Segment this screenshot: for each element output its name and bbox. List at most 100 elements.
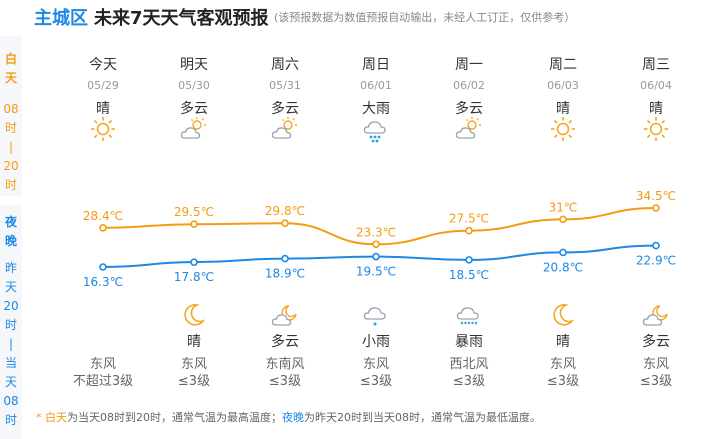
side-day-char: 天 — [4, 71, 17, 85]
side-night-char: 当 — [4, 356, 17, 370]
wind-level: 不超过3级 — [72, 374, 134, 389]
high-temp-label: 23.3℃ — [356, 225, 396, 239]
low-temp-label: 19.5℃ — [356, 265, 396, 279]
day-condition: 多云 — [455, 101, 483, 117]
day-date: 06/03 — [547, 79, 579, 92]
side-night-char: 晚 — [4, 234, 17, 248]
low-temp-label: 22.9℃ — [636, 254, 676, 268]
wind-direction: 东风 — [180, 357, 207, 372]
wind-direction: 东风 — [362, 357, 389, 372]
header: 主城区 未来7天天气客观预报 (该预报数据为数值预报自动输出，未经人工订正，仅供… — [0, 0, 720, 34]
wind-level: ≤3级 — [546, 374, 580, 389]
wind-info: 东风 ≤3级 — [329, 356, 423, 390]
partly-cloudy-icon — [422, 116, 516, 144]
high-temp-label: 28.4℃ — [83, 209, 123, 223]
high-temp-point — [99, 223, 107, 232]
wind-level: ≤3级 — [452, 374, 486, 389]
side-day-char: 时 — [4, 178, 17, 192]
light-rain-icon — [329, 302, 423, 330]
night-condition: 暴雨 — [455, 334, 483, 350]
wind-direction: 东风 — [642, 357, 669, 372]
day-name: 周一 — [455, 57, 483, 73]
location-title: 主城区 — [34, 8, 88, 29]
night-condition: 多云 — [642, 334, 670, 350]
footer-day-text: 为当天08时到20时，通常气温为最高温度； — [67, 411, 282, 424]
wind-info: 西北风 ≤3级 — [422, 356, 516, 390]
wind-info: 东南风 ≤3级 — [238, 356, 332, 390]
day-date: 06/01 — [360, 79, 392, 92]
footer-prefix: * — [36, 411, 45, 424]
wind-direction: 东风 — [89, 357, 116, 372]
moon-icon — [147, 302, 241, 330]
moon-icon — [516, 302, 610, 330]
high-temp-label: 29.8℃ — [265, 204, 305, 218]
high-temp-point — [559, 215, 567, 224]
high-temp-point — [652, 204, 660, 212]
low-temp-label: 18.9℃ — [265, 267, 305, 281]
wind-info: 东风 ≤3级 — [516, 356, 610, 390]
wind-direction: 东风 — [549, 357, 576, 372]
day-name: 今天 — [89, 57, 117, 73]
side-night-char: 时 — [4, 318, 17, 332]
day-period-label: 白 天 08 时 | 20 时 — [0, 36, 22, 196]
low-temp-label: 20.8℃ — [543, 260, 583, 274]
wind-info: 东风 不超过3级 — [56, 356, 150, 390]
partly-cloudy-icon — [147, 116, 241, 144]
day-date: 05/30 — [178, 79, 210, 92]
high-temp-label: 29.5℃ — [174, 205, 214, 219]
heavy-rain-icon — [329, 116, 423, 144]
page-title: 未来7天天气客观预报 — [94, 8, 269, 29]
night-condition: 多云 — [271, 334, 299, 350]
night-period-label: 夜 晚 昨 天 20 时 | 当 天 08 时 — [0, 205, 22, 439]
rainstorm-icon — [422, 302, 516, 330]
low-temp-point — [372, 252, 380, 261]
partly-cloudy-icon — [238, 116, 332, 144]
side-night-char: 昨 — [4, 261, 17, 275]
low-temp-label: 18.5℃ — [449, 268, 489, 282]
side-day-char: | — [8, 140, 14, 154]
side-night-char: | — [8, 337, 14, 351]
high-temp-point — [281, 219, 289, 228]
sun-icon — [609, 116, 703, 144]
high-temp-point — [465, 226, 473, 235]
day-condition: 晴 — [556, 101, 570, 117]
day-condition: 晴 — [96, 101, 110, 117]
low-temp-label: 16.3℃ — [83, 275, 123, 289]
low-temp-point — [652, 241, 660, 250]
footer-note: * 白天为当天08时到20时，通常气温为最高温度；夜晚为昨天20时到当天08时，… — [36, 409, 541, 425]
sun-icon — [56, 116, 150, 144]
day-condition: 大雨 — [362, 101, 390, 117]
cloudy-night-icon — [609, 302, 703, 330]
day-condition: 晴 — [649, 101, 663, 117]
high-temp-label: 31℃ — [549, 200, 578, 214]
low-temp-point — [281, 254, 289, 263]
high-temp-point — [372, 240, 380, 249]
wind-level: ≤3级 — [177, 374, 211, 389]
day-condition: 多云 — [271, 101, 299, 117]
day-name: 周三 — [642, 57, 670, 73]
night-condition: 晴 — [556, 334, 570, 350]
side-night-char: 夜 — [4, 215, 17, 229]
side-day-char: 白 — [4, 52, 17, 66]
day-date: 05/29 — [87, 79, 119, 92]
side-night-char: 20 — [3, 299, 19, 313]
cloudy-night-icon — [238, 302, 332, 330]
day-condition: 多云 — [180, 101, 208, 117]
wind-info: 东风 ≤3级 — [147, 356, 241, 390]
wind-info: 东风 ≤3级 — [609, 356, 703, 390]
low-temp-point — [559, 248, 567, 257]
high-temp-point — [190, 220, 198, 229]
side-night-char: 时 — [4, 413, 17, 427]
wind-level: ≤3级 — [268, 374, 302, 389]
night-condition: 小雨 — [362, 334, 390, 350]
high-temp-label: 27.5℃ — [449, 212, 489, 226]
day-date: 06/04 — [640, 79, 672, 92]
low-temp-label: 17.8℃ — [174, 270, 214, 284]
side-night-char: 天 — [4, 375, 17, 389]
disclaimer-note: (该预报数据为数值预报自动输出，未经人工订正，仅供参考） — [274, 11, 576, 24]
wind-level: ≤3级 — [359, 374, 393, 389]
day-name: 周六 — [271, 57, 299, 73]
low-temp-point — [465, 256, 473, 264]
day-date: 05/31 — [269, 79, 301, 92]
low-temp-point — [99, 263, 107, 271]
